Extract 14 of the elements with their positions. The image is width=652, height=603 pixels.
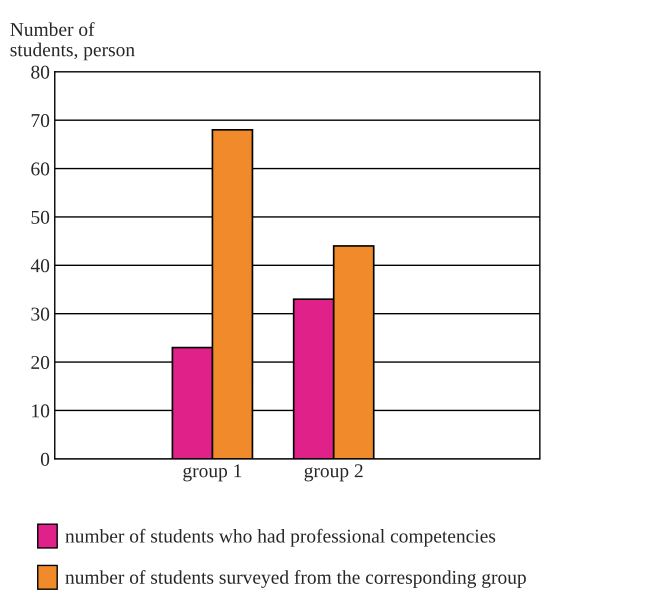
x-tick-label: group 1 bbox=[183, 464, 242, 482]
legend-label: number of students surveyed from the corresponding group bbox=[65, 570, 526, 588]
y-tick-label: 50 bbox=[32, 210, 50, 224]
y-tick-label: 80 bbox=[31, 66, 50, 79]
legend-label: number of students who had professional competencies bbox=[65, 528, 496, 547]
y-axis-title: Number of students, person bbox=[10, 22, 135, 60]
y-tick-label: 10 bbox=[32, 404, 50, 418]
y-tick-label: 30 bbox=[31, 308, 50, 321]
y-tick-label: 60 bbox=[31, 162, 50, 176]
y-tick-label: 40 bbox=[30, 259, 50, 272]
y-tick-label: 0 bbox=[40, 452, 50, 466]
y-tick-label: 20 bbox=[31, 356, 50, 370]
x-tick-label: group 2 bbox=[304, 464, 363, 482]
y-tick-label: 70 bbox=[32, 114, 50, 128]
